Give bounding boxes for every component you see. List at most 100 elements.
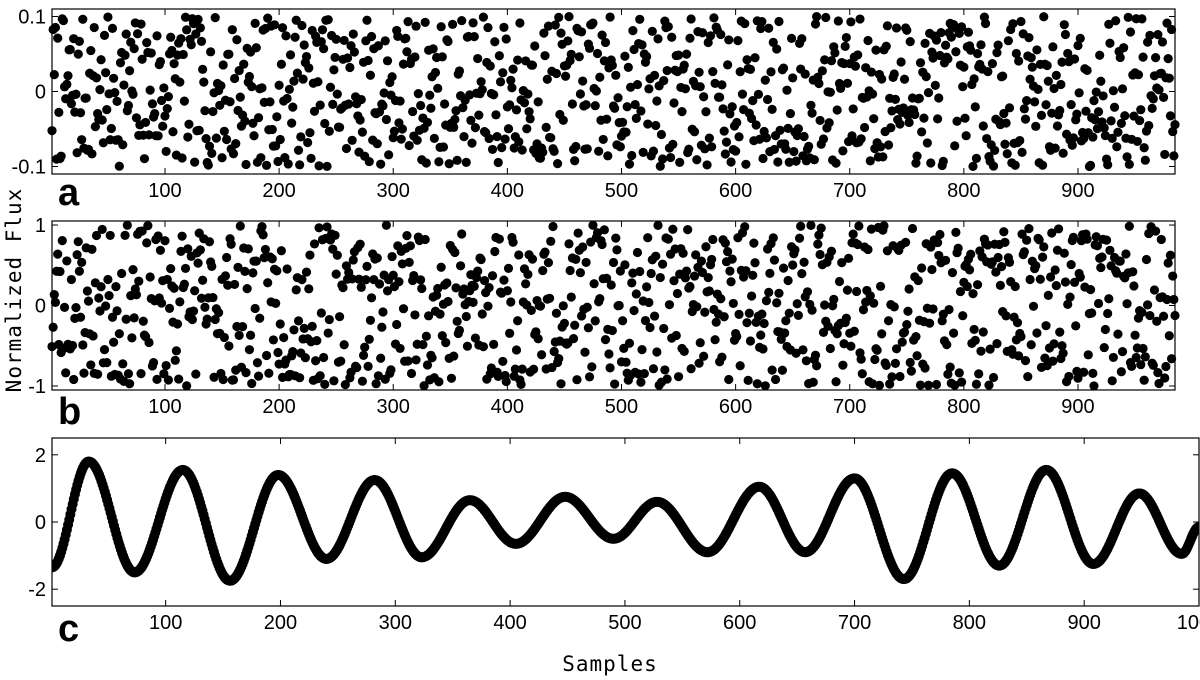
data-point (411, 355, 421, 365)
data-point (331, 34, 341, 44)
x-tick-label: 600 (719, 180, 752, 202)
data-point (1144, 120, 1154, 131)
data-point (195, 245, 205, 255)
data-point (156, 95, 167, 106)
data-point (941, 255, 951, 265)
data-point (434, 157, 444, 167)
data-point (207, 261, 217, 271)
data-point (311, 356, 321, 366)
data-point (689, 127, 700, 137)
data-point (374, 279, 385, 289)
panel-letter: a (58, 172, 80, 214)
data-point (473, 266, 483, 276)
data-point (719, 312, 729, 322)
data-point (1103, 308, 1113, 319)
data-point (442, 278, 452, 288)
data-point (760, 381, 770, 391)
data-point (733, 36, 743, 46)
data-point (769, 144, 780, 155)
data-point (926, 158, 936, 168)
data-point (1137, 307, 1147, 317)
data-point (117, 268, 127, 279)
x-tick-label: 900 (1061, 396, 1094, 418)
data-point (983, 240, 993, 250)
data-point (233, 262, 243, 272)
data-point (78, 340, 88, 350)
data-point (474, 110, 484, 120)
data-point (785, 108, 795, 119)
data-point (427, 353, 437, 363)
data-point (630, 99, 640, 110)
data-point (295, 160, 305, 170)
data-point (923, 380, 934, 390)
data-point (1085, 160, 1096, 170)
data-point (452, 155, 462, 165)
panel-a: 100 200 300 400 500 600 700 800 900 -0.1 0 0.1 a (12, 7, 1180, 214)
data-point (267, 124, 277, 135)
data-point (896, 57, 906, 67)
data-point (1138, 343, 1148, 354)
data-point (570, 156, 580, 166)
data-point (193, 14, 203, 25)
data-point (1082, 65, 1092, 75)
data-point (303, 137, 313, 148)
data-point (105, 230, 115, 241)
data-point (312, 336, 322, 346)
data-point (487, 144, 498, 155)
data-point (421, 158, 431, 168)
data-point (814, 78, 824, 89)
data-point (242, 284, 252, 294)
data-point (115, 58, 126, 68)
data-point (1170, 120, 1180, 130)
data-point (948, 328, 959, 338)
data-point (686, 364, 696, 374)
data-point (1026, 340, 1036, 350)
data-point (410, 310, 420, 320)
data-point (988, 161, 999, 171)
data-point (912, 151, 922, 161)
data-point (168, 127, 178, 137)
data-point (66, 99, 77, 109)
data-point (952, 116, 962, 126)
data-point (332, 250, 342, 260)
data-point (144, 130, 154, 140)
data-point (653, 34, 663, 44)
data-point (50, 22, 61, 33)
data-point (791, 348, 801, 358)
data-point (1001, 118, 1011, 128)
data-point (171, 346, 181, 356)
data-point (904, 117, 914, 128)
data-point (1031, 121, 1041, 131)
data-point (396, 134, 406, 144)
data-point (701, 107, 711, 117)
data-point (109, 73, 119, 83)
data-point (677, 106, 687, 117)
x-tick-label: 500 (605, 180, 638, 202)
data-point (137, 226, 147, 236)
data-point (199, 77, 209, 87)
data-point (883, 316, 894, 326)
data-point (435, 309, 445, 319)
data-point (449, 351, 459, 361)
data-point (702, 160, 712, 170)
data-point (454, 66, 465, 76)
data-point (177, 153, 187, 163)
data-point (297, 20, 307, 31)
data-point (945, 362, 955, 372)
data-point (660, 365, 670, 375)
data-point (913, 275, 923, 286)
data-point (1020, 114, 1031, 124)
data-point (443, 296, 453, 307)
data-point (325, 82, 336, 92)
data-point (615, 142, 625, 152)
data-point (219, 126, 229, 136)
data-point (1105, 245, 1115, 255)
data-point (371, 379, 381, 389)
data-point (273, 156, 283, 167)
x-tick-label: 700 (833, 180, 866, 202)
data-point (523, 269, 533, 279)
data-point (669, 98, 679, 108)
data-point (261, 160, 272, 170)
data-point (925, 318, 935, 328)
data-point (176, 34, 186, 44)
